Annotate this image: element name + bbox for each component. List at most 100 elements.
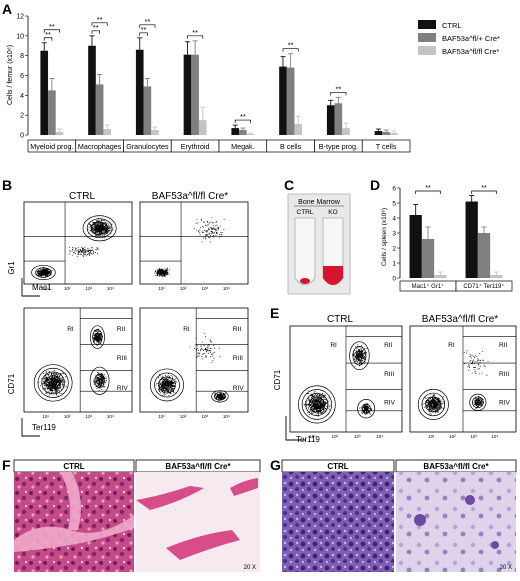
bar [198,120,207,135]
facs-dots [154,267,170,278]
histology-g: CTRL BAF53a^fl/fl Cre* 20 X [281,459,517,572]
chart-d-ylabel: Cells / spleen (x10⁶) [381,208,388,266]
chart-a: 0 2 4 6 8 10 12 Myeloid prog. Macrophages Granulo… [16,14,411,153]
facs-axis-tick: 10³ [86,414,93,419]
significance-stars: ** [93,23,99,32]
bar [48,90,56,135]
facs-contour [361,403,371,414]
bar [143,86,152,135]
facs-region-label: RIII [233,355,243,362]
facs-axis-tick: 10³ [470,434,477,439]
bar [342,128,350,135]
legend-label-het: BAF53a^fl/+ Cre* [442,34,500,43]
tube-ctrl [294,217,316,286]
facs-region-label: RI [183,326,190,333]
facs-dots [422,393,446,416]
significance-stars: ** [141,25,147,34]
panel-e-ylabel: CD71 [273,369,282,390]
facs-contour [94,332,101,342]
legend-swatch-ctrl [418,20,436,29]
facs-region-label: RI [330,342,337,349]
facs-contour [355,350,364,361]
y-tick-label: 4 [20,93,24,100]
significance-bracket [139,24,156,28]
facs-region-label: RI [448,342,455,349]
significance-bracket [234,119,251,124]
bar [334,103,343,135]
bar [151,130,159,135]
y-tick-label: 3 [392,231,396,238]
y-tick-label: 6 [20,73,24,80]
facs-axis-tick: 10² [449,434,456,439]
bar [409,215,422,278]
facs-dots [93,372,107,391]
facs-contour [37,367,69,398]
significance-bracket [471,190,497,194]
facs-region-label: RIII [384,371,394,378]
facs-contour [90,221,109,235]
facs-dots [35,266,53,278]
panel-b-ctrl-title: CTRL [69,191,96,202]
histology-f-ko-label: BAF53a^fl/fl Cre* [165,462,231,471]
category-label: T cells [376,142,397,151]
facs-contour [211,390,229,403]
significance-stars: ** [288,41,294,50]
significance-bracket [43,37,53,41]
facs-contour [298,385,336,424]
legend-label-hom: BAF53a^fl/fl Cre* [442,47,499,56]
significance-stars: ** [144,17,150,26]
bar [246,134,255,135]
facs-axis-tick: 10⁴ [107,414,114,419]
facs-contour [95,224,105,232]
facs-region-label: RIII [499,371,509,378]
facs-contour [41,371,65,395]
facs-axis-tick: 10² [180,414,187,419]
facs-axis-tick: 10³ [202,286,209,291]
significance-bracket [91,30,100,34]
bar [95,84,104,135]
facs-axis-tick: 10² [332,434,339,439]
category-label: CD71⁺ Ter119⁺ [463,283,504,290]
facs-axis-tick: 10⁴ [376,434,383,439]
facs-dots [463,350,489,376]
category-label: B-type prog. [319,142,358,151]
facs-axis-tick: 10³ [86,286,93,291]
y-tick-label: 2 [20,113,24,120]
facs-contour [417,388,449,420]
histology-f-mag: 20 X [244,565,256,571]
y-tick-label: 4 [392,216,396,223]
significance-bracket [91,22,108,26]
facs-region-label: RIV [233,385,245,392]
panel-label-d: D [370,177,380,193]
bar [434,275,447,278]
chart-a-legend: CTRL BAF53a^fl/+ Cre* BAF53a^fl/fl Cre* [418,20,500,56]
chart-d: 0 1 2 3 4 5 6 Mac1⁺ Gr1⁺ CD71⁺ Ter119⁺ ** ** [392,185,513,292]
facs-contour [312,400,321,409]
tube-photo: Bone Marrow CTRL KO [287,193,351,295]
facs-axis-tick: 10⁴ [491,434,498,439]
y-tick-label: 12 [16,14,24,21]
significance-stars: ** [240,112,246,121]
significance-stars: ** [481,185,487,192]
category-label: Mac1⁺ Gr1⁺ [412,283,445,290]
category-label: Macrophages [78,142,122,151]
facs-axis-tick: 10⁴ [107,286,114,291]
bar [389,133,398,135]
facs-contour [45,375,62,391]
bar [374,131,383,135]
axis-arrow [21,418,40,437]
facs-contour [357,399,376,419]
bar [103,129,112,135]
tube-label-ko: KO [328,209,337,216]
panel-e-xlabel: Ter119 [296,435,320,444]
facs-contour [49,378,58,387]
significance-stars: ** [192,28,198,37]
panel-e-ctrl-title: CTRL [327,314,354,325]
histology-g-ctrl-image [282,472,394,572]
facs-region-label: RII [233,326,242,333]
tube-ko-pellet [323,266,343,285]
facs-contour [154,372,180,398]
facs-contour [474,399,481,406]
facs-contour [82,215,117,242]
axis-arrow [21,278,40,297]
